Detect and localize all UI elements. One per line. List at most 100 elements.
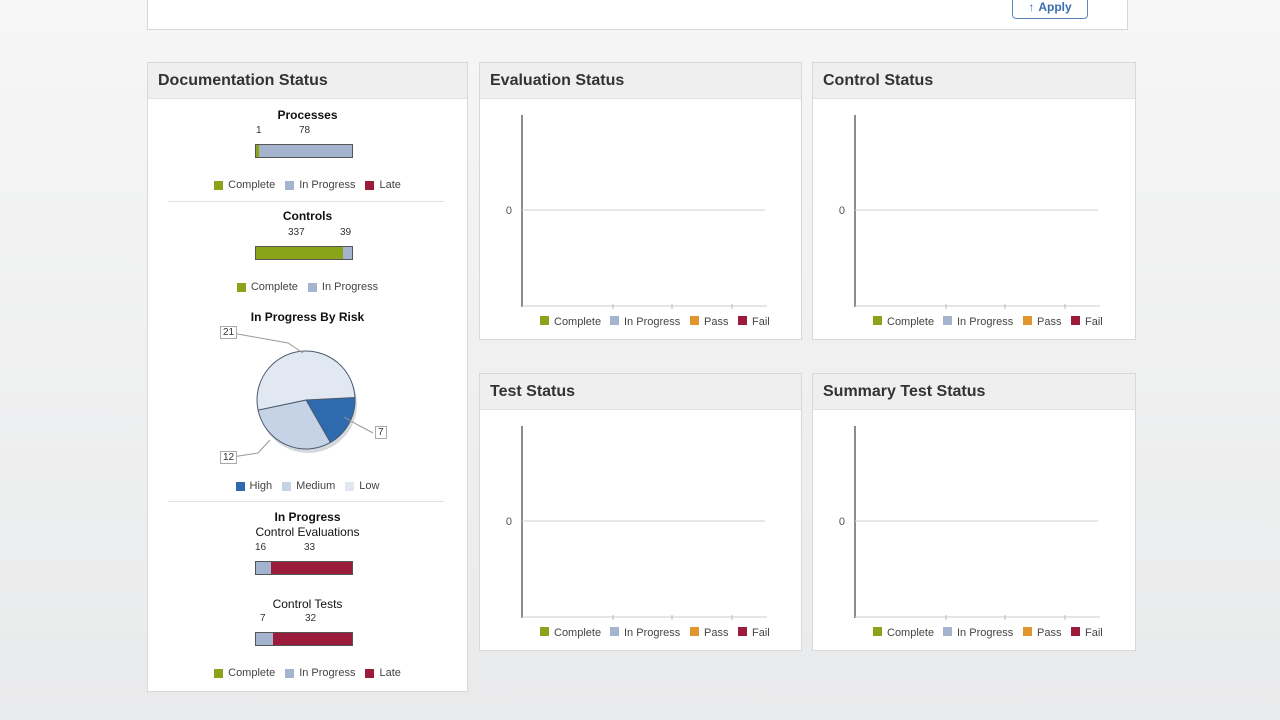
controls-in-progress-value: 39	[340, 227, 352, 238]
legend-swatch	[1023, 627, 1032, 636]
panel-title: Evaluation Status	[480, 63, 801, 99]
legend-swatch	[738, 627, 747, 636]
processes-bar	[255, 144, 353, 158]
filter-panel: ↑ Apply	[147, 0, 1128, 30]
legend-swatch	[540, 316, 549, 325]
legend-label: Pass	[704, 627, 729, 639]
control-evaluations-title: Control Evaluations	[255, 525, 360, 539]
processes-bar-in-progress	[259, 145, 352, 157]
legend-label: Complete	[554, 316, 601, 328]
legend-label: Pass	[1037, 627, 1062, 639]
pie-label-low: 21	[220, 326, 238, 339]
legend-complete: Complete	[214, 667, 275, 679]
empty-bar-chart: 0 Complete In Progress Pass Fail	[506, 426, 770, 639]
legend-low: Low	[345, 480, 379, 492]
divider	[168, 201, 444, 202]
legend-label: Pass	[1037, 316, 1062, 328]
y-tick-label: 0	[839, 516, 845, 528]
tests-in-progress-value: 7	[260, 613, 266, 624]
leader-line-low	[231, 332, 304, 354]
controls-bar	[255, 246, 353, 260]
risk-pie-chart	[231, 332, 374, 458]
legend-late: Late	[365, 179, 401, 191]
legend-in-progress: In Progress	[285, 667, 355, 679]
pie-slice-high	[305, 397, 356, 444]
apply-label: Apply	[1038, 0, 1072, 14]
legend-swatch	[610, 316, 619, 325]
legend-label: Complete	[887, 627, 934, 639]
processes-in-progress-value: 78	[299, 125, 311, 136]
controls-bar-complete	[256, 247, 343, 259]
processes-legend: Complete In Progress Late	[148, 179, 467, 191]
control-tests-title: Control Tests	[272, 597, 343, 611]
pie-label-high: 7	[375, 426, 387, 439]
legend-swatch	[943, 316, 952, 325]
processes-complete-value: 1	[256, 125, 262, 136]
legend-swatch	[873, 627, 882, 636]
evals-late-value: 33	[304, 542, 316, 553]
divider	[168, 501, 444, 502]
controls-bar-in-progress	[343, 247, 352, 259]
control-status-panel: Control Status 0 Complete In Progress Pass F…	[812, 62, 1136, 340]
summary-test-status-panel: Summary Test Status 0 Complete In Progress…	[812, 373, 1136, 651]
leader-line-high	[343, 416, 374, 434]
legend-swatch	[873, 316, 882, 325]
processes-title: Processes	[277, 108, 338, 122]
legend-late: Late	[365, 667, 401, 679]
legend-swatch	[540, 627, 549, 636]
in-progress-legend: Complete In Progress Late	[148, 667, 467, 679]
empty-bar-chart: 0 Complete In Progress Pass Fail	[839, 426, 1103, 639]
tests-bar-late	[273, 633, 352, 645]
empty-bar-chart: 0 Complete In Progress Pass Fail	[839, 115, 1103, 328]
y-tick-label: 0	[506, 516, 512, 528]
legend-label: Complete	[554, 627, 601, 639]
legend-label: In Progress	[624, 316, 681, 328]
legend-swatch	[738, 316, 747, 325]
legend-in-progress: In Progress	[285, 179, 355, 191]
legend-swatch	[1071, 627, 1080, 636]
control-evaluations-bar	[255, 561, 353, 575]
leader-line-medium	[231, 439, 271, 458]
apply-button[interactable]: ↑ Apply	[1012, 0, 1088, 19]
legend-label: Fail	[752, 627, 770, 639]
legend-medium: Medium	[282, 480, 335, 492]
test-status-panel: Test Status 0 Complete In Progress Pass Fail	[479, 373, 802, 651]
legend-label: Fail	[1085, 627, 1103, 639]
legend-label: Fail	[1085, 316, 1103, 328]
risk-legend: High Medium Low	[148, 480, 467, 492]
legend-swatch	[1023, 316, 1032, 325]
legend-label: In Progress	[624, 627, 681, 639]
legend-label: In Progress	[957, 316, 1014, 328]
legend-label: Complete	[887, 316, 934, 328]
legend-swatch	[943, 627, 952, 636]
controls-complete-value: 337	[288, 227, 305, 238]
legend-swatch	[1071, 316, 1080, 325]
panel-title: Test Status	[480, 374, 801, 410]
evals-in-progress-value: 16	[255, 542, 267, 553]
risk-title: In Progress By Risk	[250, 310, 365, 324]
panel-title: Control Status	[813, 63, 1135, 99]
pie-slice-medium	[257, 399, 332, 450]
evals-bar-late	[271, 562, 352, 574]
evaluation-status-panel: Evaluation Status 0 Complete In Progress Pa…	[479, 62, 802, 340]
legend-label: In Progress	[957, 627, 1014, 639]
tests-bar-in-progress	[256, 633, 273, 645]
legend-swatch	[690, 316, 699, 325]
y-tick-label: 0	[839, 205, 845, 217]
empty-bar-chart: 0 Complete In Progress Pass Fail	[506, 115, 770, 328]
legend-high: High	[235, 480, 272, 492]
control-tests-bar	[255, 632, 353, 646]
panel-title: Summary Test Status	[813, 374, 1135, 410]
processes-bar-complete	[256, 145, 259, 157]
panel-title: Documentation Status	[148, 63, 467, 99]
filter-icon: ↑	[1028, 0, 1035, 14]
legend-label: Pass	[704, 316, 729, 328]
legend-in-progress: In Progress	[307, 281, 378, 293]
legend-swatch	[610, 627, 619, 636]
legend-complete: Complete	[236, 281, 298, 293]
tests-late-value: 32	[305, 613, 317, 624]
evals-bar-in-progress	[256, 562, 271, 574]
documentation-status-panel: Documentation Status Processes 1 78 Comp…	[147, 62, 468, 692]
controls-legend: Complete In Progress	[148, 281, 467, 293]
legend-complete: Complete	[214, 179, 275, 191]
